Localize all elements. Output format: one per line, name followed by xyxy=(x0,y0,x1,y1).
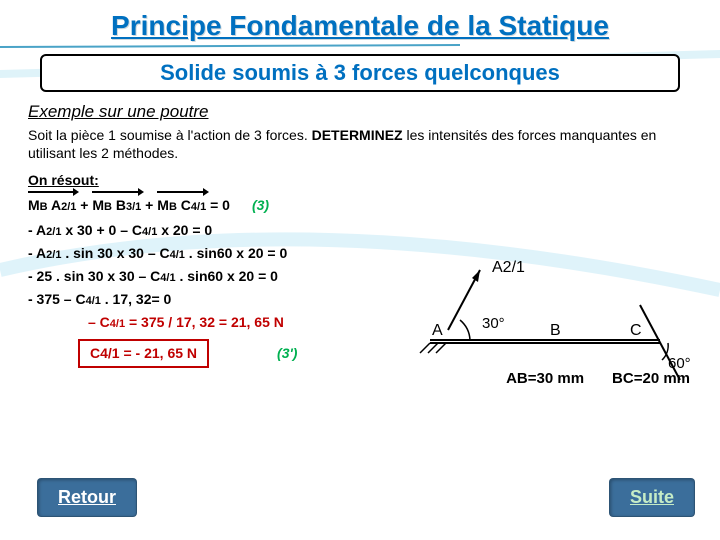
dim-bc: BC=20 mm xyxy=(612,370,690,387)
t: 4/1 xyxy=(170,249,185,261)
prompt-text: Soit la pièce 1 soumise à l'action de 3 … xyxy=(28,126,692,162)
t: - 375 – C xyxy=(28,291,86,307)
equation-main: MB A2/1 + MB B3/1 + MB C4/1 = 0 (3) xyxy=(28,193,692,218)
prompt-part-b: DETERMINEZ xyxy=(312,127,403,143)
t: + xyxy=(141,197,157,213)
t: M xyxy=(28,197,40,213)
t: - A xyxy=(28,222,46,238)
t: = - 21, 65 N xyxy=(120,345,197,361)
fig-label-30: 30° xyxy=(482,315,505,332)
t: C xyxy=(177,197,191,213)
t: C xyxy=(90,345,100,361)
t: 4/1 xyxy=(160,272,175,284)
t: B xyxy=(104,201,112,213)
t: . sin60 x 20 = 0 xyxy=(176,268,278,284)
t: . sin 30 x 30 – C xyxy=(61,245,169,261)
t: 4/1 xyxy=(110,318,125,330)
eq-main-text: MB A2/1 + MB B3/1 + MB C4/1 = 0 xyxy=(28,195,230,216)
t: . sin60 x 20 = 0 xyxy=(185,245,287,261)
t: B xyxy=(169,201,177,213)
t: . 17, 32= 0 xyxy=(101,291,171,307)
on-resout-label: On résout: xyxy=(28,170,99,191)
dim-ab: AB=30 mm xyxy=(506,370,584,387)
t: - 25 . sin 30 x 30 – C xyxy=(28,268,160,284)
dimensions: AB=30 mm BC=20 mm xyxy=(506,370,690,387)
page-title: Principe Fondamentale de la Statique xyxy=(0,0,720,46)
subtitle-text: Solide soumis à 3 forces quelconques xyxy=(40,54,680,92)
retour-button[interactable]: Retour xyxy=(38,479,136,516)
t: 4/1 xyxy=(100,345,119,361)
t: + xyxy=(76,197,92,213)
t: = 0 xyxy=(206,197,230,213)
t: 4/1 xyxy=(191,201,206,213)
t: 4/1 xyxy=(86,295,101,307)
example-heading: Exemple sur une poutre xyxy=(28,102,692,122)
t: – C xyxy=(88,314,110,330)
t: 2/1 xyxy=(46,226,61,238)
t: x 20 = 0 xyxy=(157,222,212,238)
eq-tag-3p: (3') xyxy=(277,343,297,364)
t: 2/1 xyxy=(61,201,76,213)
prompt-part-a: Soit la pièce 1 soumise à l'action de 3 … xyxy=(28,127,312,143)
t: M xyxy=(92,197,104,213)
t: 4/1 xyxy=(142,226,157,238)
t: M xyxy=(157,197,169,213)
fig-label-c: C xyxy=(630,322,642,339)
t: B xyxy=(112,197,126,213)
eq-tag-3: (3) xyxy=(252,195,269,216)
suite-button[interactable]: Suite xyxy=(610,479,694,516)
fig-label-a2: A2/1 xyxy=(492,259,525,276)
t: 3/1 xyxy=(126,201,141,213)
t: = 375 / 17, 32 = 21, 65 N xyxy=(125,314,284,330)
boxed-result: C4/1 = - 21, 65 N xyxy=(78,339,209,368)
fig-label-a: A xyxy=(432,322,443,339)
subtitle-box: Solide soumis à 3 forces quelconques xyxy=(40,54,680,92)
t: - A xyxy=(28,245,46,261)
t: B xyxy=(40,201,48,213)
t: A xyxy=(48,197,61,213)
fig-label-b: B xyxy=(550,322,561,339)
t: 2/1 xyxy=(46,249,61,261)
line-1: - A2/1 x 30 + 0 – C4/1 x 20 = 0 xyxy=(28,220,692,241)
t: x 30 + 0 – C xyxy=(61,222,142,238)
